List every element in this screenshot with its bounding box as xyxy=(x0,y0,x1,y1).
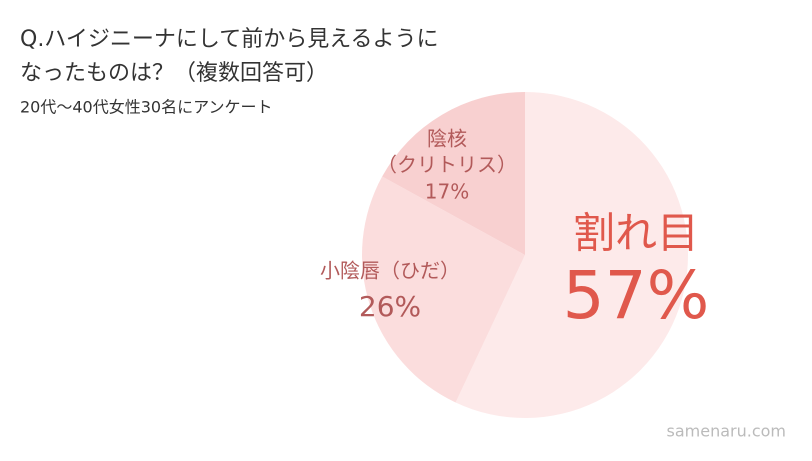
value-label: 17% xyxy=(425,180,469,204)
pie-slice xyxy=(382,91,525,255)
chart-title: Q.ハイジニーナにして前から見えるように xyxy=(20,27,439,52)
slice-label: 小陰唇（ひだ） xyxy=(320,259,460,283)
slice-label: 陰核 xyxy=(427,127,467,151)
slice-label: （クリトリス） xyxy=(377,153,517,177)
slice-label: 割れ目 xyxy=(573,209,699,258)
pie-slice xyxy=(455,92,688,418)
value-label: 57% xyxy=(563,257,710,334)
watermark: samenaru.com xyxy=(667,422,787,441)
chart-title: なったものは？（複数回答可） xyxy=(20,61,328,86)
chart-subtitle: 20代〜40代女性30名にアンケート xyxy=(20,98,272,117)
pie-slice xyxy=(362,176,525,403)
value-label: 26% xyxy=(359,290,421,323)
